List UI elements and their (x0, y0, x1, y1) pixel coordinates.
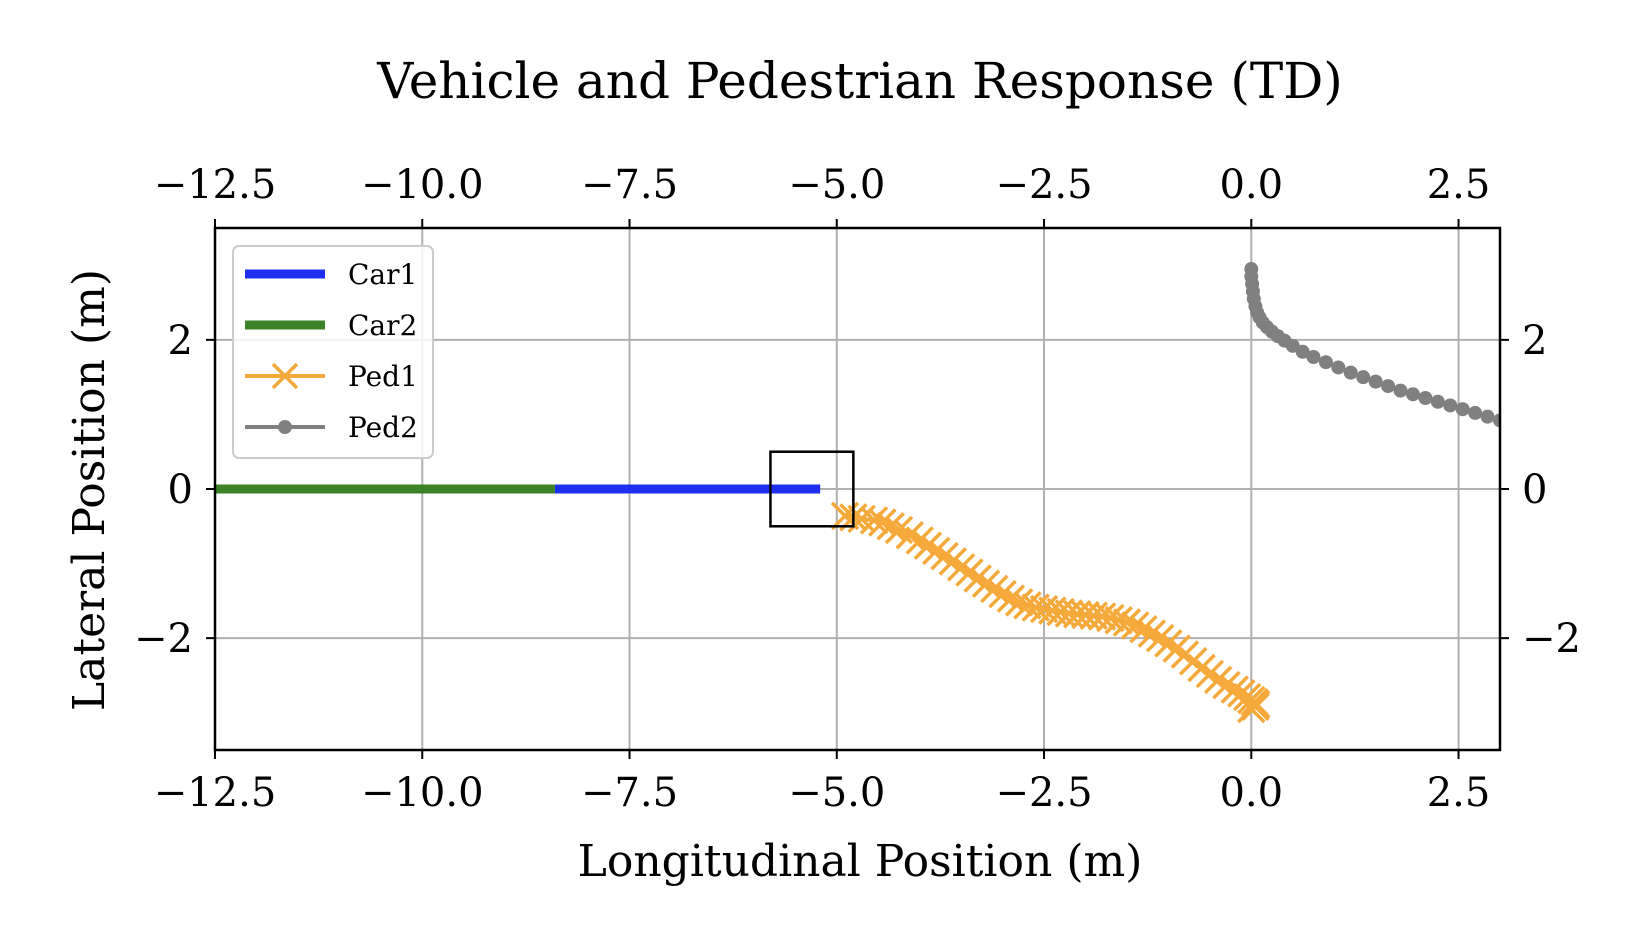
series-ped2 (1244, 262, 1500, 428)
data-point-ped1 (1104, 606, 1133, 635)
data-point-ped1 (905, 526, 934, 555)
highlight-box-layer (769, 450, 855, 528)
data-point-ped2 (1430, 394, 1445, 409)
data-point-ped1 (876, 512, 905, 541)
data-point-ped1 (988, 579, 1017, 609)
x-tick-label-bottom: −10.0 (361, 770, 484, 816)
legend-label-car2: Car2 (348, 309, 417, 342)
data-point-ped1 (1029, 594, 1059, 624)
x-tick-label-bottom: −7.5 (581, 770, 678, 816)
data-point-ped1 (859, 506, 889, 535)
data-point-ped1 (884, 515, 914, 545)
data-point-ped1 (930, 541, 959, 571)
y-tick-label-right: 2 (1522, 318, 1547, 364)
axis-ticks: −12.5 −12.5 −10.0 −10.0 −7.5 −7.5 −5.0 −5.0 −2.5… (134, 162, 1581, 816)
data-point-ped1 (1013, 591, 1042, 620)
x-tick-label-top: −12.5 (154, 162, 277, 208)
x-tick-label-bottom: 0.0 (1219, 770, 1283, 816)
data-point-ped1 (971, 569, 1001, 598)
data-point-ped2 (1343, 365, 1358, 380)
x-tick-label-top: 0.0 (1219, 162, 1283, 208)
data-point-ped1 (913, 531, 943, 560)
data-point-ped2 (1405, 387, 1420, 402)
highlight-box (769, 450, 855, 528)
legend-label-car1: Car1 (348, 258, 417, 291)
data-point-ped1 (1087, 602, 1117, 631)
legend-marker-ped1 (271, 362, 299, 390)
data-point-ped2 (1418, 391, 1433, 406)
data-point-ped1 (946, 553, 976, 582)
chart-title: Vehicle and Pedestrian Response (TD) (376, 52, 1343, 110)
series-ped1 (830, 501, 1271, 724)
data-point-ped2 (1468, 405, 1483, 420)
data-point-ped1 (1154, 629, 1183, 658)
data-point-ped1 (1145, 623, 1175, 653)
data-point-ped1 (868, 508, 897, 537)
data-point-ped2 (1493, 413, 1500, 428)
legend-marker-ped2 (278, 420, 292, 434)
x-tick-label-bottom: −5.0 (788, 770, 885, 816)
x-tick-label-top: −7.5 (581, 162, 678, 208)
x-tick-label-bottom: −12.5 (154, 770, 277, 816)
data-point-ped1 (1038, 596, 1067, 625)
data-point-ped2 (1381, 379, 1396, 394)
x-axis-label: Longitudinal Position (m) (578, 836, 1143, 887)
data-point-ped1 (1079, 601, 1109, 631)
data-point-ped2 (1331, 360, 1346, 375)
legend-label-ped2: Ped2 (348, 411, 418, 444)
data-point-ped2 (1393, 383, 1408, 398)
data-point-ped2 (1306, 350, 1321, 365)
data-point-ped1 (1220, 675, 1249, 704)
y-tick-label-left: 2 (168, 318, 193, 364)
data-point-ped1 (1021, 593, 1050, 622)
y-tick-label-left: 0 (168, 467, 193, 513)
data-point-ped1 (1046, 597, 1075, 627)
data-point-ped1 (1237, 694, 1266, 724)
y-tick-label-left: −2 (134, 616, 193, 662)
legend-box (232, 245, 434, 459)
x-tick-label-top: −5.0 (788, 162, 885, 208)
x-tick-label-bottom: −2.5 (995, 770, 1092, 816)
data-point-ped2 (1443, 398, 1458, 413)
data-point-ped2 (1368, 374, 1383, 389)
y-axis-label: Lateral Position (m) (64, 269, 115, 711)
data-point-ped2 (1356, 370, 1371, 385)
data-point-ped1 (1212, 670, 1241, 700)
data-point-ped1 (1137, 619, 1167, 648)
data-point-ped1 (1112, 608, 1142, 637)
data-point-ped1 (1129, 614, 1158, 644)
data-point-ped1 (1120, 611, 1150, 640)
data-point-ped2 (1480, 409, 1495, 424)
data-point-ped1 (1004, 588, 1034, 617)
y-tick-label-right: −2 (1522, 616, 1581, 662)
data-series (215, 262, 1500, 724)
legend: Car1 Car2 Ped1 Ped2 (232, 245, 434, 459)
data-point-ped2 (1295, 344, 1310, 359)
data-point-ped1 (895, 520, 924, 550)
data-point-ped1 (980, 574, 1009, 604)
legend-label-ped1: Ped1 (348, 360, 418, 393)
data-point-ped1 (922, 536, 951, 566)
data-point-ped1 (996, 584, 1026, 613)
data-point-ped1 (1203, 665, 1233, 695)
x-tick-label-top: 2.5 (1427, 162, 1491, 208)
x-tick-label-top: −2.5 (995, 162, 1092, 208)
data-point-ped2 (1455, 402, 1470, 417)
y-tick-label-right: 0 (1522, 467, 1547, 513)
data-point-ped1 (963, 564, 992, 593)
plot-frame (213, 226, 1502, 752)
data-point-ped2 (1318, 355, 1333, 370)
x-tick-label-bottom: 2.5 (1427, 770, 1491, 816)
x-tick-label-top: −10.0 (361, 162, 484, 208)
data-point-ped1 (1096, 603, 1125, 633)
